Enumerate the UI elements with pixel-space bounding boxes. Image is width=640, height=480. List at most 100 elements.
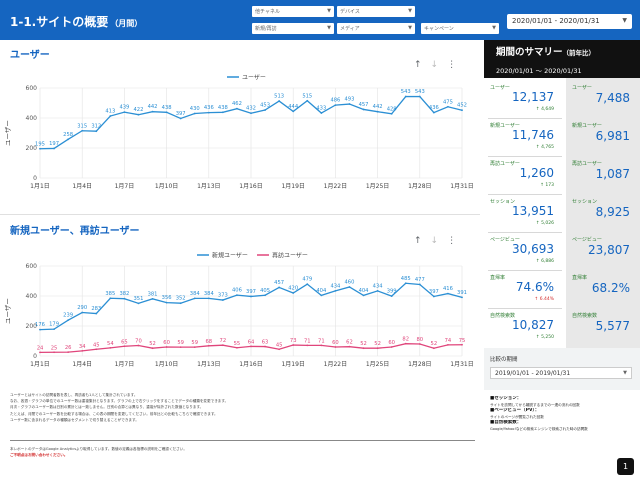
data-point (67, 351, 70, 353)
data-point (179, 117, 182, 120)
metric-value: 10,827 (512, 318, 554, 332)
data-label: 416 (443, 286, 453, 292)
metric-divider (488, 308, 562, 309)
metric-previous: 再訪ユーザー 1,087 (566, 158, 638, 196)
data-point (264, 109, 266, 111)
note-line: たとえば、月間でのユーザー数を比較する場合は、この表の期間を変更してください。前… (10, 411, 218, 416)
data-point (292, 292, 295, 294)
data-label: 442 (148, 104, 158, 110)
data-point (376, 290, 379, 292)
data-label: 384 (204, 291, 215, 297)
data-label: 64 (248, 339, 255, 345)
metric-label: セッション (572, 199, 598, 205)
data-label: 290 (77, 305, 87, 311)
x-tick-label: 1月25日 (366, 361, 389, 368)
metric-value: 13,951 (512, 204, 554, 218)
arrow-up-icon[interactable]: ↑ (414, 60, 422, 70)
data-label: 436 (429, 105, 439, 111)
campaign-filter[interactable]: キャンペーン ▼ (421, 23, 499, 34)
caret-down-icon: ▼ (623, 370, 627, 376)
data-label: 34 (79, 344, 86, 350)
data-label: 438 (218, 105, 228, 111)
arrow-up-icon[interactable]: ↑ (414, 236, 422, 246)
data-point (418, 95, 421, 98)
definition-title: ■ページビュー（PV）： (490, 408, 540, 413)
metric-current: ユーザー 12,137 ↑ 4,649 (484, 82, 564, 120)
date-range-picker[interactable]: 2020/01/01 - 2020/01/31 ▼ (507, 14, 632, 29)
data-label: 513 (274, 94, 284, 100)
channel-filter[interactable]: 他チャネル ▼ (252, 6, 334, 17)
data-point (193, 346, 196, 349)
data-label: 60 (332, 340, 339, 346)
device-filter[interactable]: デバイス ▼ (337, 6, 415, 17)
x-tick-label: 1月7日 (115, 361, 135, 368)
data-label: 258 (63, 132, 73, 138)
metric-label: 自然検索数 (572, 313, 598, 319)
y-tick-label: 400 (26, 293, 38, 300)
definition-title: ■自然検索数： (490, 420, 522, 425)
data-point (221, 344, 224, 347)
new-returning-line-chart: 0 200 400 600 1月1日 1月4日 1月7日 1月10日 1月13日 1月16日 1月1… (4, 252, 474, 369)
data-point (278, 348, 281, 351)
data-point (306, 283, 309, 286)
data-point (207, 344, 210, 347)
x-tick-label: 1月28日 (408, 361, 431, 368)
data-point (221, 299, 224, 301)
compare-period-select[interactable]: 2019/01/01 - 2019/01/31 ▼ (490, 367, 632, 379)
more-vert-icon[interactable]: ⋮ (447, 236, 457, 246)
y-tick-label: 0 (33, 353, 37, 360)
x-tick-label: 1月13日 (197, 361, 220, 368)
data-point (320, 344, 323, 347)
data-label: 70 (135, 339, 142, 345)
metric-divider (488, 156, 562, 157)
data-point (390, 346, 393, 348)
metric-value: 1,260 (519, 166, 554, 180)
data-label: 453 (260, 103, 270, 109)
arrow-down-icon[interactable]: ↓ (430, 60, 439, 70)
metric-change: ↑ 4,765 (535, 145, 554, 150)
metric-divider (488, 270, 562, 271)
x-tick-label: 1月22日 (324, 183, 347, 190)
data-point (95, 312, 98, 315)
media-filter[interactable]: メディア ▼ (337, 23, 415, 34)
note-line: 月次・グラフのユーザー数は日別の累計とは一致しません。日別の合算とは異なり、重複… (10, 405, 204, 410)
section-divider (0, 214, 480, 215)
metric-change: ↑ 5,250 (535, 335, 554, 340)
data-point (334, 346, 337, 348)
metric-previous: ユーザー 7,488 (566, 82, 638, 120)
metric-value: 12,137 (512, 90, 554, 104)
arrow-down-icon[interactable]: ↓ (430, 236, 439, 246)
y-tick-label: 600 (26, 263, 38, 270)
x-tick-label: 1月19日 (281, 361, 304, 368)
data-point (109, 347, 112, 349)
data-point (306, 344, 309, 347)
data-label: 404 (316, 288, 327, 294)
metric-change: ↑ 173 (540, 183, 554, 188)
data-label: 438 (162, 105, 172, 111)
data-label: 434 (373, 283, 384, 289)
definition-title: ■セッション： (490, 396, 522, 401)
data-label: 397 (246, 289, 256, 295)
more-vert-icon[interactable]: ⋮ (447, 60, 457, 70)
data-point (250, 345, 252, 348)
y-tick-label: 600 (26, 85, 38, 92)
data-point (151, 110, 154, 113)
metric-label: 新規ユーザー (572, 123, 602, 129)
data-point (334, 104, 337, 106)
new-returning-filter[interactable]: 新規/再訪 ▼ (252, 23, 334, 34)
page-number-button[interactable]: 1 (617, 458, 634, 475)
data-label: 543 (415, 89, 425, 95)
data-point (376, 110, 379, 113)
metric-label: ユーザー (490, 85, 510, 91)
data-label: 72 (220, 338, 227, 344)
data-label: 399 (387, 289, 397, 295)
data-point (278, 286, 281, 289)
metric-definitions: ■セッション： サイトを訪問してから離脱するまでの一連の流れの回数 ■ページビュ… (490, 396, 635, 432)
x-tick-label: 1月16日 (239, 361, 262, 368)
data-point (320, 112, 323, 114)
x-tick-label: 1月31日 (450, 361, 473, 368)
data-point (447, 105, 449, 108)
users-chart-title: ユーザー (10, 50, 50, 61)
data-point (362, 347, 365, 350)
data-point (390, 112, 393, 115)
